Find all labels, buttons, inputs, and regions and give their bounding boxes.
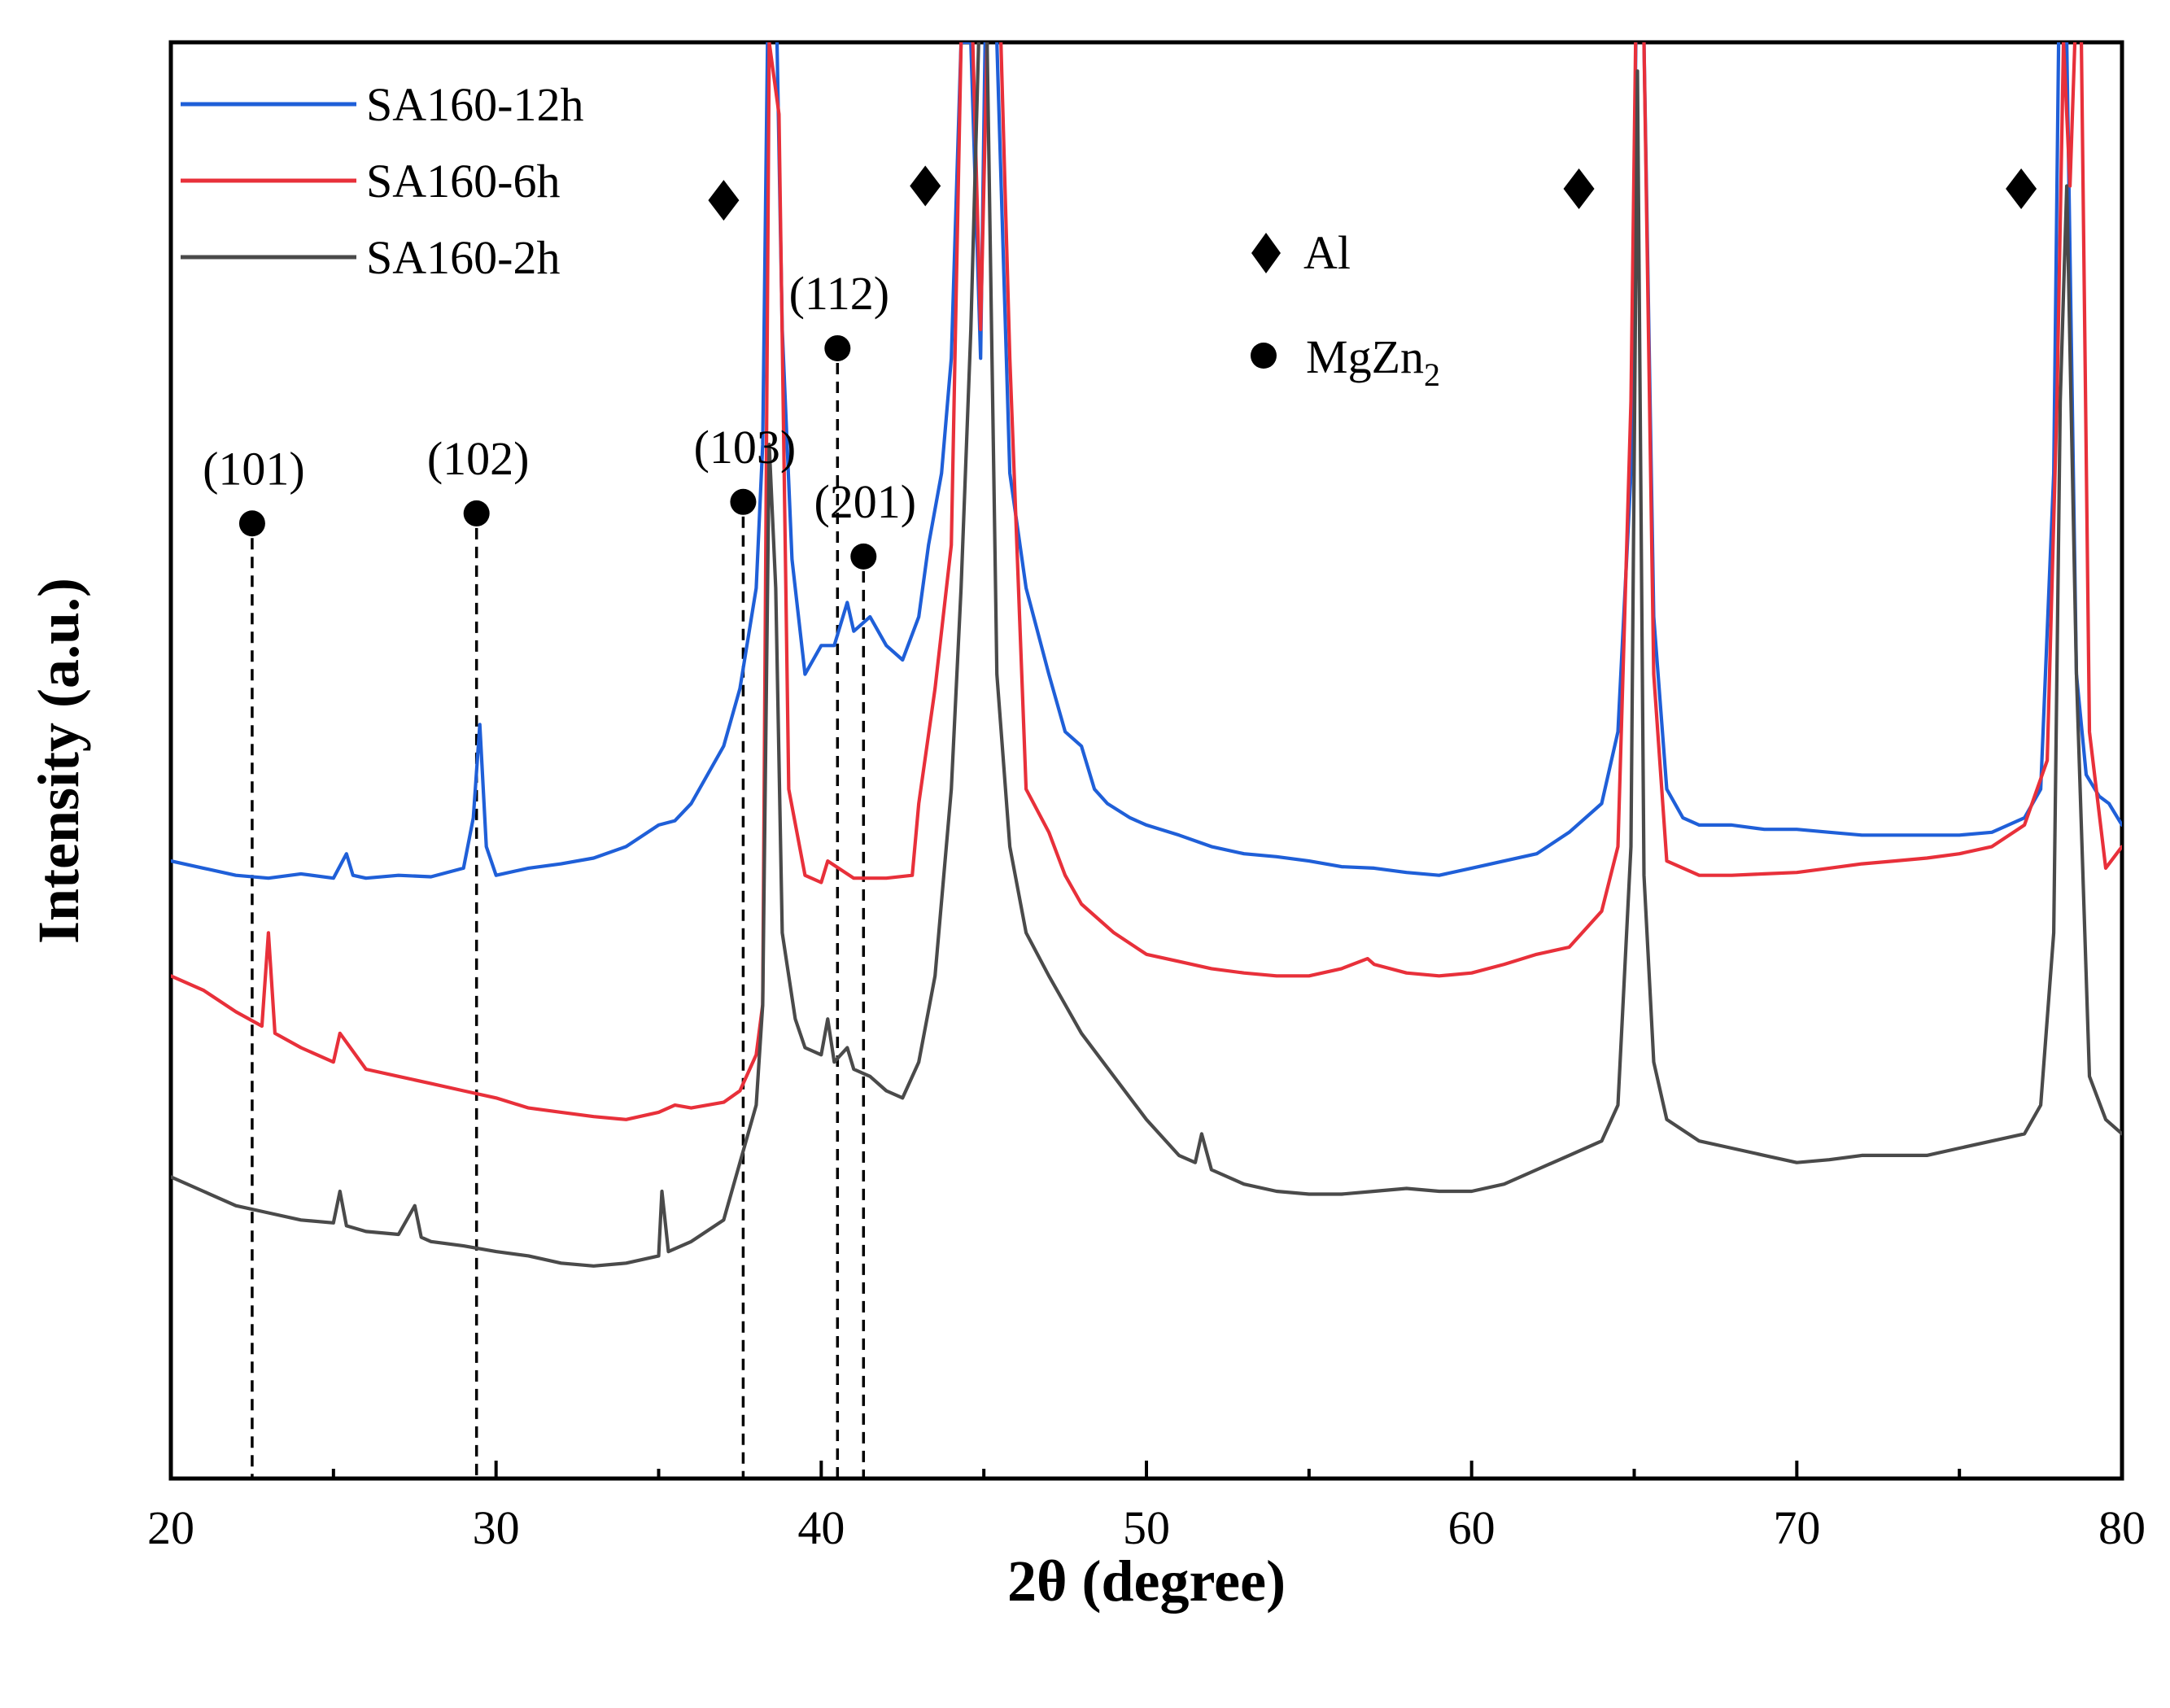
- x-axis-tick-labels: 20 30 40 50 60 70 80: [147, 1501, 2146, 1554]
- x-tick-label-70: 70: [1773, 1501, 1820, 1554]
- al-diamond-icon-2: [1563, 168, 1595, 210]
- hkl-label-(102): (102): [427, 432, 530, 485]
- legend-label-2h: SA160-2h: [366, 231, 560, 284]
- x-tick-label-80: 80: [2098, 1501, 2146, 1554]
- al-diamond-icon-1: [910, 165, 941, 207]
- mgzn2-circle-(101): [238, 510, 265, 537]
- al-legend-diamond-icon: [1251, 233, 1281, 273]
- series-line-SA160-12h: [171, 42, 2122, 880]
- mgzn2-legend-circle-icon: [1251, 343, 1277, 369]
- hkl-label-(112): (112): [789, 267, 889, 320]
- series-line-SA160-2h: [171, 42, 2122, 1268]
- x-tick-label-20: 20: [147, 1501, 194, 1554]
- series-line-SA160-6h: [171, 42, 2122, 1121]
- x-tick-label-50: 50: [1123, 1501, 1170, 1554]
- mgzn2-legend-subscript: 2: [1424, 356, 1440, 393]
- series-group: [171, 42, 2122, 1268]
- hkl-label-(201): (201): [814, 475, 916, 528]
- phase-legend: Al MgZn2: [1251, 226, 1440, 393]
- legend-label-12h: SA160-12h: [366, 78, 583, 131]
- mgzn2-circle-(201): [850, 543, 877, 570]
- al-markers: [708, 165, 2037, 221]
- al-diamond-icon-3: [2006, 168, 2037, 210]
- al-diamond-icon-0: [708, 180, 740, 221]
- y-axis-title: Intensity (a.u.): [26, 578, 91, 944]
- legend: SA160-12h SA160-6h SA160-2h: [181, 78, 583, 284]
- legend-label-6h: SA160-6h: [366, 155, 560, 207]
- mgzn2-markers: (101) (102) (103) (112) (201): [203, 267, 916, 570]
- mgzn2-circle-(112): [824, 334, 851, 361]
- x-axis-title: 2θ (degree): [1007, 1549, 1286, 1614]
- mgzn2-legend-main: MgZn: [1306, 330, 1424, 383]
- x-axis-ticks: [169, 1461, 2124, 1479]
- hkl-label-(103): (103): [694, 421, 797, 474]
- mgzn2-circle-(102): [463, 500, 490, 526]
- al-legend-label: Al: [1303, 226, 1351, 279]
- x-tick-label-30: 30: [473, 1501, 520, 1554]
- x-tick-label-40: 40: [797, 1501, 845, 1554]
- mgzn2-circle-(103): [730, 488, 757, 515]
- mgzn2-legend-label: MgZn2: [1306, 330, 1440, 393]
- x-tick-label-60: 60: [1448, 1501, 1495, 1554]
- hkl-label-(101): (101): [203, 442, 305, 495]
